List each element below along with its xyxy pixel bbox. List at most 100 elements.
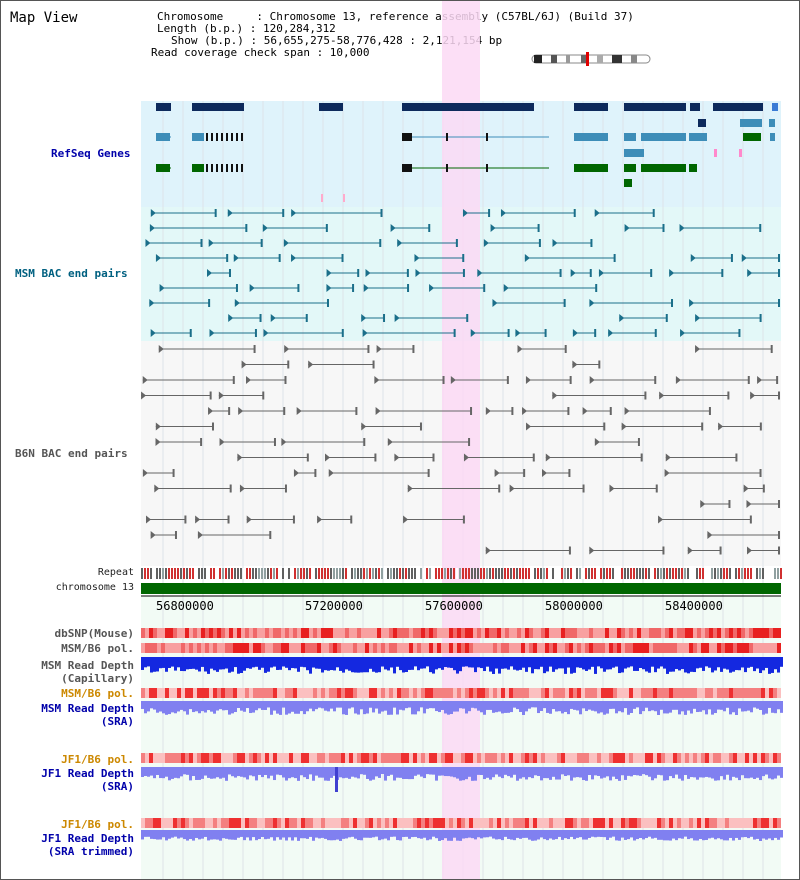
heatmap-cell <box>257 688 261 698</box>
depth-bar <box>567 701 570 715</box>
heatmap-cell <box>661 643 665 653</box>
depth-bar <box>648 701 651 712</box>
repeat-mark <box>747 568 749 579</box>
depth-bar <box>165 701 168 715</box>
gene-exon <box>574 164 608 172</box>
heatmap-cell <box>373 753 377 763</box>
depth-bar <box>477 701 480 711</box>
bac-end-marker <box>488 209 491 217</box>
bac-end-marker <box>708 407 711 415</box>
bac-end-marker <box>594 209 600 217</box>
depth-bar <box>738 701 741 709</box>
bac-end-marker <box>506 376 509 384</box>
jf1-read-depth-trim-label[interactable]: JF1 Read Depth <box>41 832 134 845</box>
depth-bar <box>723 830 726 841</box>
jf1-read-depth-sra-label[interactable]: JF1 Read Depth <box>41 767 134 780</box>
bac-end-marker <box>269 531 272 539</box>
repeat-mark <box>144 568 146 579</box>
depth-bar <box>162 767 165 779</box>
bac-end-marker <box>524 254 530 262</box>
depth-bar <box>336 701 339 708</box>
depth-bar <box>573 830 576 840</box>
bac-end-marker <box>743 484 749 493</box>
depth-bar <box>402 701 405 711</box>
msm-read-depth-cap-label[interactable]: MSM Read Depth <box>41 659 134 672</box>
bac-end-marker <box>278 254 281 262</box>
depth-bar <box>396 657 399 667</box>
depth-bar <box>327 701 330 712</box>
bac-end-marker <box>239 484 245 493</box>
heatmap-cell <box>737 643 741 653</box>
b6n-bac-label[interactable]: B6N BAC end pairs <box>15 447 128 460</box>
bac-end-marker <box>387 438 393 446</box>
depth-bar <box>189 701 192 710</box>
jf1-b6-pol-2-label[interactable]: JF1/B6 pol. <box>61 818 134 831</box>
depth-bar <box>723 767 726 780</box>
heatmap-cell <box>517 753 521 763</box>
depth-bar <box>669 767 672 777</box>
repeat-label[interactable]: Repeat <box>97 567 134 578</box>
depth-bar <box>321 657 324 673</box>
heatmap-cell <box>653 628 657 638</box>
depth-bar <box>765 767 768 775</box>
depth-bar <box>312 701 315 712</box>
depth-bar <box>705 767 708 777</box>
depth-bar <box>741 701 744 712</box>
depth-bar <box>234 830 237 840</box>
bac-end-marker <box>394 453 400 462</box>
depth-bar <box>612 701 615 709</box>
repeat-mark <box>210 568 212 579</box>
msm-b6-pol-2-label[interactable]: MSM/B6 pol. <box>61 687 134 700</box>
depth-bar <box>663 657 666 669</box>
refseq-label[interactable]: RefSeq Genes <box>51 147 131 160</box>
depth-bar <box>411 830 414 838</box>
depth-bar <box>366 767 369 779</box>
jf1-b6-pol-label[interactable]: JF1/B6 pol. <box>61 753 134 766</box>
depth-bar <box>189 657 192 670</box>
repeat-mark <box>585 568 587 579</box>
depth-bar <box>387 830 390 841</box>
bac-end-marker <box>253 345 256 353</box>
msm-read-depth-sra-label[interactable]: MSM Read Depth <box>41 702 134 715</box>
bac-end-marker <box>211 422 214 431</box>
bac-end-marker <box>552 239 558 247</box>
repeat-mark <box>228 568 230 579</box>
depth-bar <box>678 701 681 715</box>
depth-bar <box>684 830 687 837</box>
heatmap-cell <box>613 818 617 828</box>
heatmap-cell <box>657 688 661 698</box>
ideogram-band <box>534 55 542 63</box>
depth-bar <box>516 657 519 671</box>
depth-bar <box>165 657 168 672</box>
heatmap-cell <box>709 753 713 763</box>
msm-bac-label[interactable]: MSM BAC end pairs <box>15 267 128 280</box>
chromosome-label[interactable]: chromosome 13 <box>55 582 134 593</box>
depth-bar <box>335 767 338 792</box>
repeat-mark <box>384 568 386 579</box>
heatmap-cell <box>205 753 209 763</box>
depth-bar <box>693 657 696 673</box>
heatmap-cell <box>457 753 461 763</box>
depth-bar <box>594 767 597 776</box>
heatmap-cell <box>533 688 537 698</box>
heatmap-cell <box>453 688 457 698</box>
bac-end-marker <box>270 314 276 322</box>
jf1-read-depth-sra-sub: (SRA) <box>100 780 134 793</box>
depth-bar <box>597 830 600 837</box>
gene-exon <box>486 164 488 172</box>
heatmap-cell <box>193 628 197 638</box>
depth-bar <box>585 830 588 840</box>
depth-bar <box>594 701 597 712</box>
depth-bar <box>453 767 456 778</box>
heatmap-cell <box>325 753 329 763</box>
msm-b6-pol-label[interactable]: MSM/B6 pol. <box>61 642 134 655</box>
heatmap-cell <box>773 753 777 763</box>
heatmap-cell <box>289 753 293 763</box>
depth-bar <box>384 830 387 839</box>
dbsnp-label[interactable]: dbSNP(Mouse) <box>54 627 134 640</box>
bac-end-marker <box>598 360 601 369</box>
heatmap-cell <box>741 753 745 763</box>
depth-bar <box>768 657 771 674</box>
depth-bar <box>183 701 186 712</box>
bac-end-marker <box>503 284 509 292</box>
